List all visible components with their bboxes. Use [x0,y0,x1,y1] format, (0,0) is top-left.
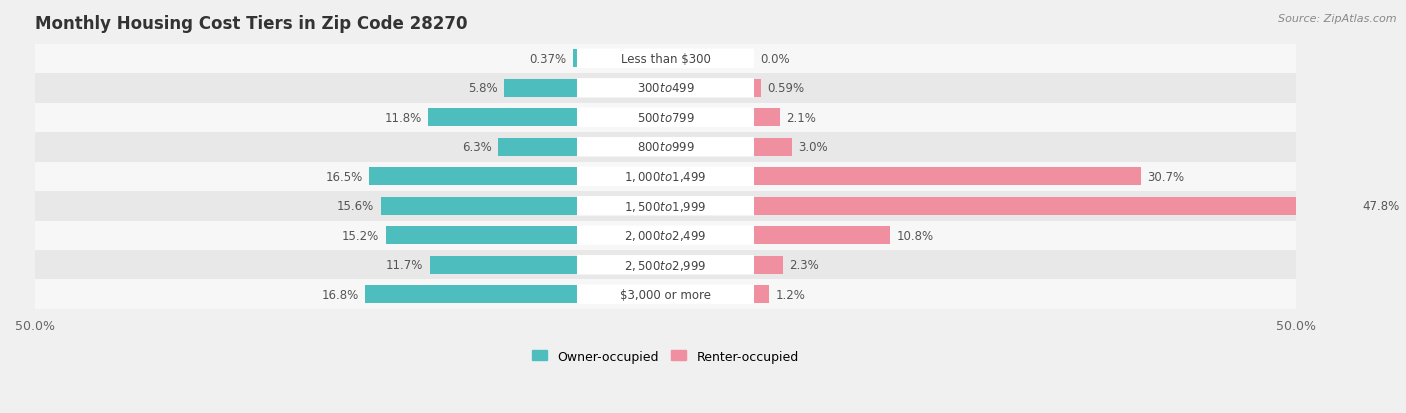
Text: $2,500 to $2,999: $2,500 to $2,999 [624,258,707,272]
Bar [505,79,578,98]
Text: 16.5%: 16.5% [326,170,363,183]
Bar [35,192,1296,221]
Text: 15.2%: 15.2% [342,229,380,242]
Text: $800 to $999: $800 to $999 [637,141,695,154]
Text: 0.37%: 0.37% [529,52,567,66]
FancyBboxPatch shape [576,138,754,157]
Bar [430,256,578,274]
Bar [498,138,578,157]
Text: 2.1%: 2.1% [786,112,817,124]
Text: $2,000 to $2,499: $2,000 to $2,499 [624,229,707,243]
Text: 6.3%: 6.3% [461,141,492,154]
Text: 10.8%: 10.8% [896,229,934,242]
Bar [381,197,578,216]
FancyBboxPatch shape [576,285,754,304]
Bar [35,221,1296,250]
Legend: Owner-occupied, Renter-occupied: Owner-occupied, Renter-occupied [527,345,804,368]
Text: 3.0%: 3.0% [797,141,828,154]
Bar [35,103,1296,133]
Text: 47.8%: 47.8% [1362,200,1400,213]
Bar [754,285,769,304]
Bar [366,285,578,304]
Text: 11.7%: 11.7% [387,259,423,272]
Bar [754,109,780,127]
Bar [754,138,792,157]
Bar [754,79,761,98]
Bar [35,250,1296,280]
Bar [572,50,578,68]
Text: Less than $300: Less than $300 [620,52,710,66]
Bar [754,197,1357,216]
Bar [35,45,1296,74]
Text: 15.6%: 15.6% [337,200,374,213]
Text: 0.0%: 0.0% [761,52,790,66]
FancyBboxPatch shape [576,167,754,187]
FancyBboxPatch shape [576,108,754,128]
Text: 30.7%: 30.7% [1147,170,1184,183]
Bar [754,256,783,274]
FancyBboxPatch shape [576,197,754,216]
Text: 5.8%: 5.8% [468,82,498,95]
Bar [370,168,578,186]
Text: $500 to $799: $500 to $799 [637,112,695,124]
Text: 0.59%: 0.59% [768,82,804,95]
Bar [35,74,1296,103]
Bar [754,227,890,245]
Bar [35,280,1296,309]
FancyBboxPatch shape [576,255,754,275]
Text: $1,000 to $1,499: $1,000 to $1,499 [624,170,707,184]
Text: $1,500 to $1,999: $1,500 to $1,999 [624,199,707,213]
Bar [754,168,1140,186]
Text: Monthly Housing Cost Tiers in Zip Code 28270: Monthly Housing Cost Tiers in Zip Code 2… [35,15,468,33]
Text: $300 to $499: $300 to $499 [637,82,695,95]
Bar [429,109,578,127]
FancyBboxPatch shape [576,226,754,245]
FancyBboxPatch shape [576,79,754,98]
Bar [385,227,578,245]
Text: 16.8%: 16.8% [322,288,359,301]
Bar [35,162,1296,192]
Text: 1.2%: 1.2% [775,288,806,301]
Text: 2.3%: 2.3% [789,259,818,272]
FancyBboxPatch shape [576,50,754,69]
Text: Source: ZipAtlas.com: Source: ZipAtlas.com [1278,14,1396,24]
Text: $3,000 or more: $3,000 or more [620,288,711,301]
Text: 11.8%: 11.8% [385,112,422,124]
Bar [35,133,1296,162]
